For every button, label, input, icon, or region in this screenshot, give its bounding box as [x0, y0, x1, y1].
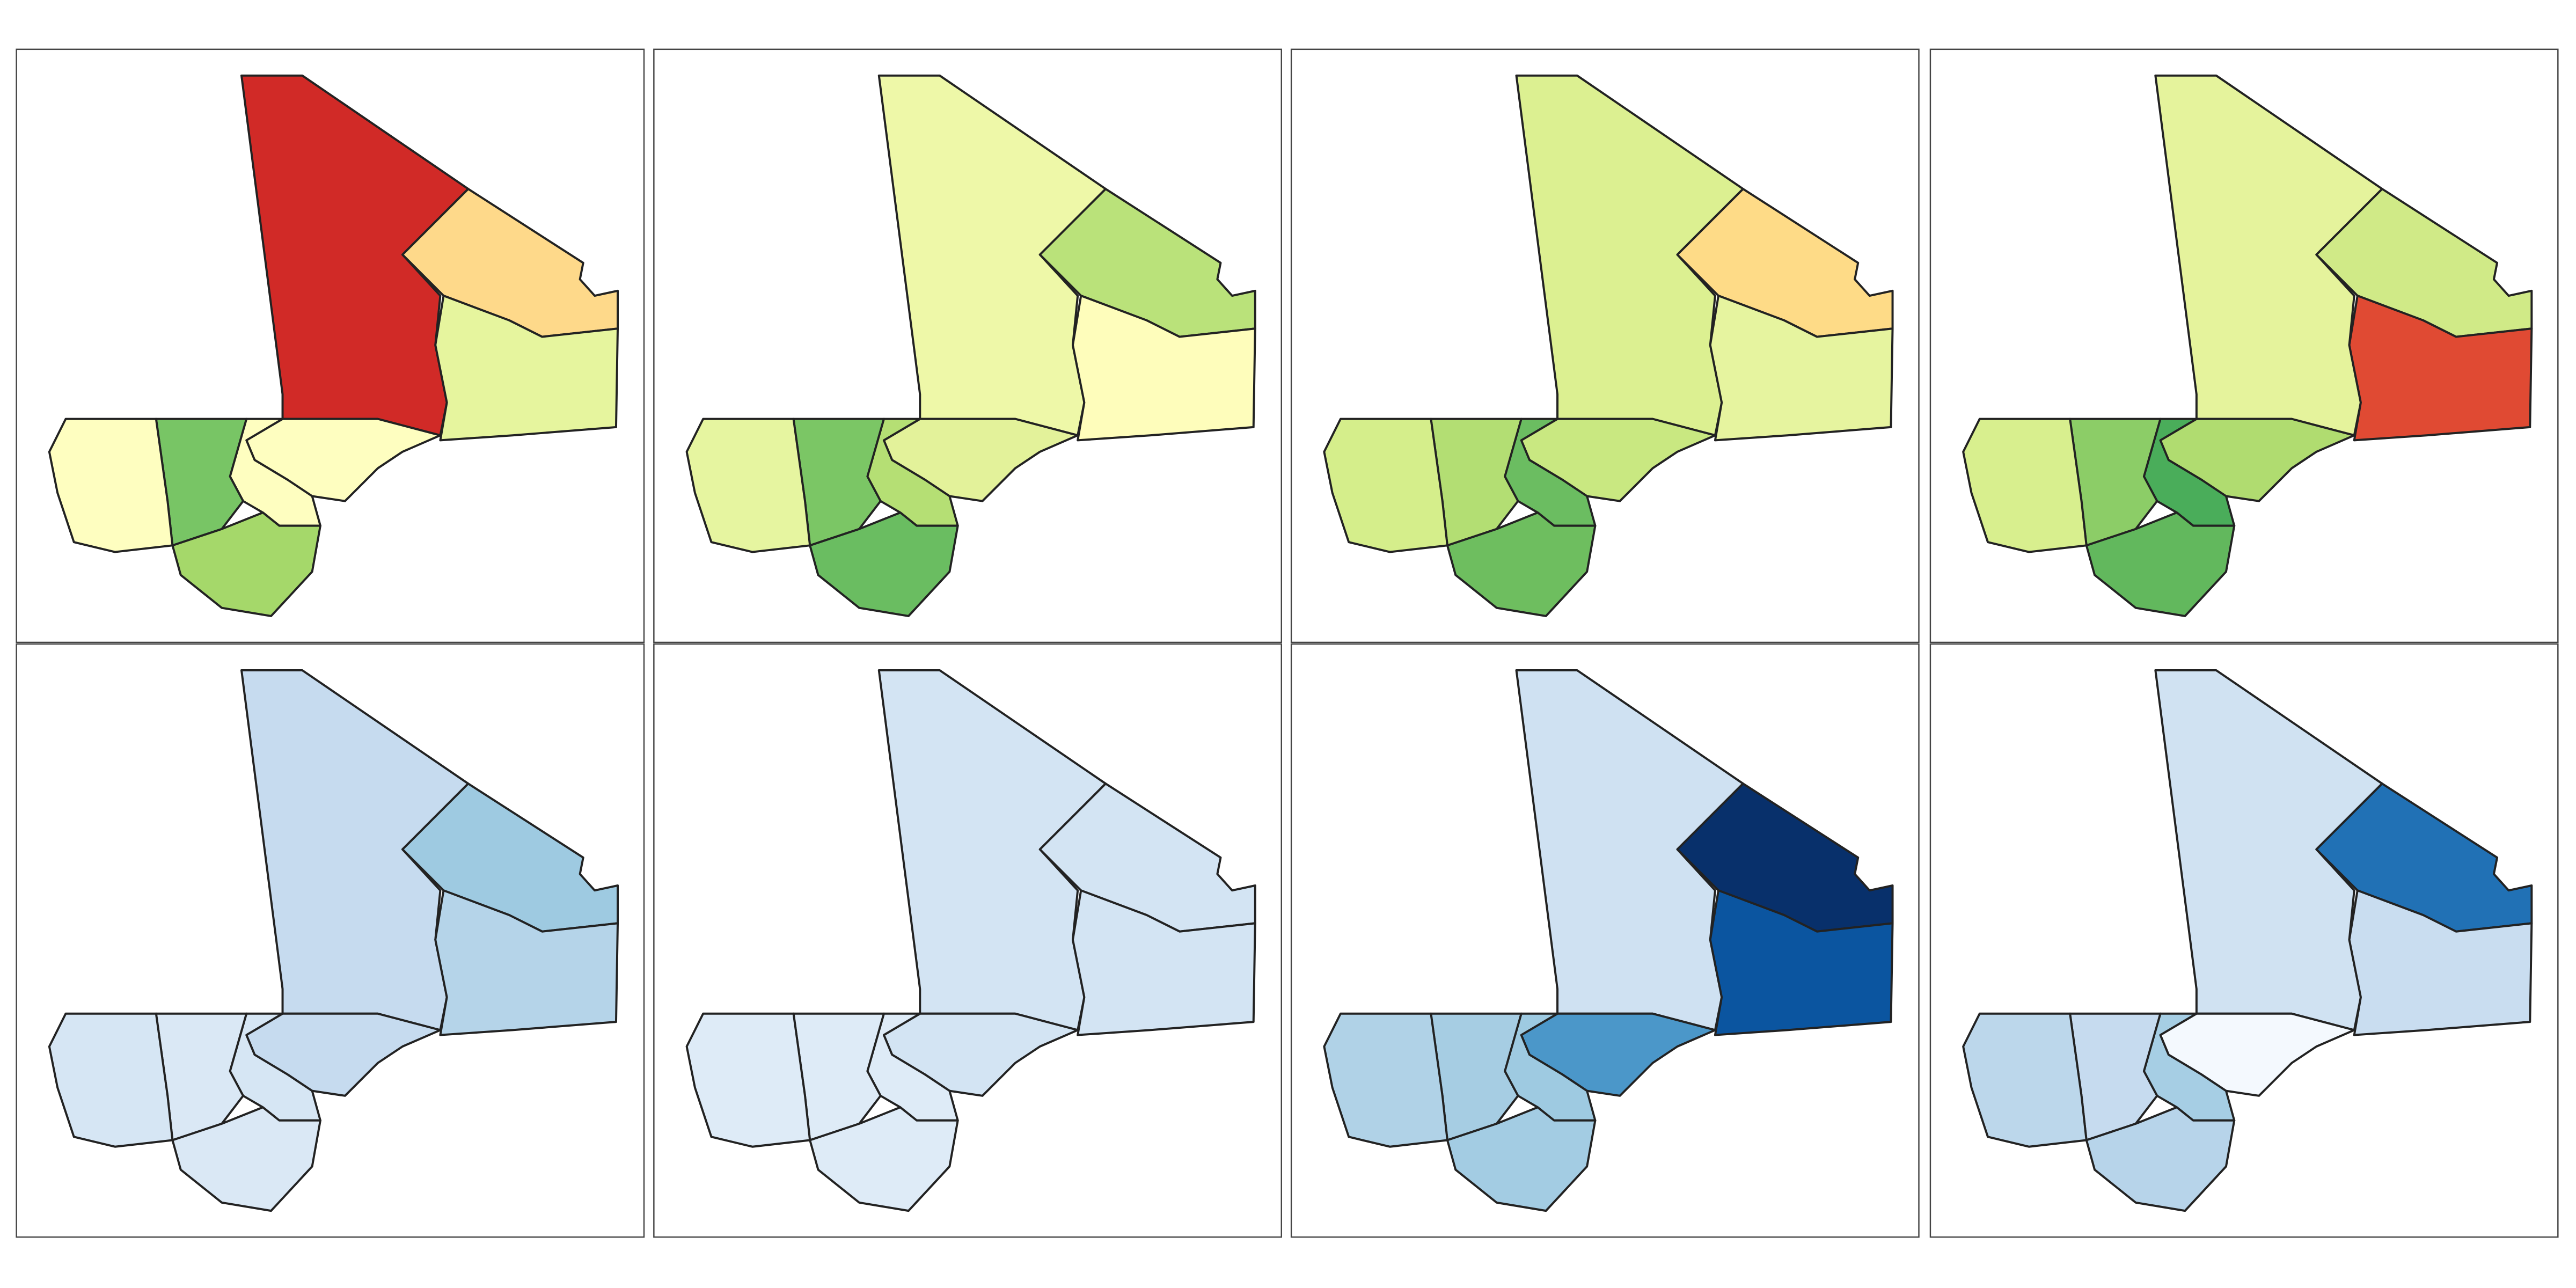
region [685, 418, 811, 553]
region [1071, 295, 1256, 442]
region [2085, 1106, 2236, 1212]
region [2348, 295, 2533, 442]
region [1962, 1012, 2088, 1148]
region [171, 1106, 321, 1212]
map-panel [653, 643, 1282, 1238]
region [434, 889, 619, 1036]
region [809, 1106, 959, 1212]
region [171, 511, 321, 617]
region [809, 511, 959, 617]
region [1446, 511, 1597, 617]
region [1071, 889, 1256, 1036]
map-panel [1290, 48, 1920, 643]
region [434, 295, 619, 442]
map-panel [16, 48, 645, 643]
region [48, 418, 174, 553]
region [1962, 418, 2088, 553]
region [2085, 511, 2236, 617]
region [1709, 889, 1894, 1036]
region [1709, 295, 1894, 442]
map-panel [16, 643, 645, 1238]
map-panel [653, 48, 1282, 643]
region [1323, 1012, 1448, 1148]
region [1323, 418, 1448, 553]
region [1446, 1106, 1597, 1212]
region [2348, 889, 2533, 1036]
map-panel [1290, 643, 1920, 1238]
region [48, 1012, 174, 1148]
map-panel [1929, 48, 2559, 643]
region [685, 1012, 811, 1148]
map-panel [1929, 643, 2559, 1238]
